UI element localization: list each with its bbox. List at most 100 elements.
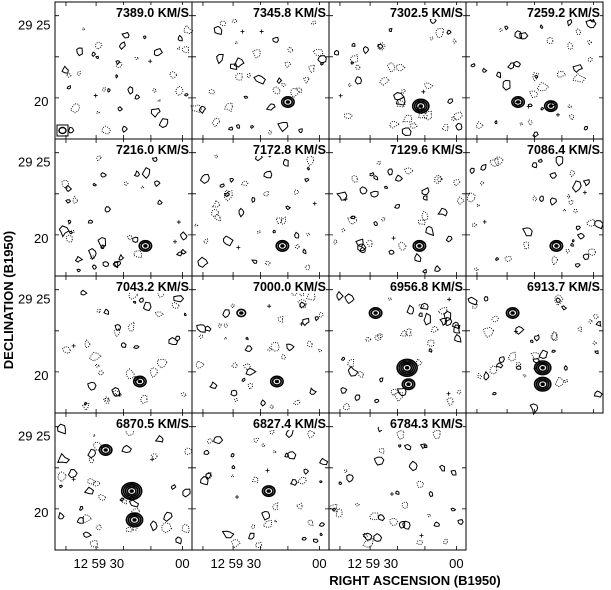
noise-contour [168, 337, 179, 346]
noise-contour [141, 167, 151, 180]
noise-contour [78, 505, 84, 512]
negative-noise-contour [284, 61, 292, 68]
negative-noise-contour [312, 48, 324, 57]
source-contour [368, 306, 383, 319]
velocity-label-backing [242, 142, 326, 156]
noise-contour [582, 179, 590, 187]
noise-contour [350, 215, 356, 220]
noise-contour [373, 532, 383, 542]
noise-contour [351, 42, 356, 47]
noise-contour [444, 316, 453, 327]
negative-noise-contour [475, 121, 484, 130]
velocity-label-backing [242, 416, 326, 430]
negative-noise-contour [261, 442, 266, 448]
noise-contour [362, 532, 373, 541]
noise-contour [414, 252, 422, 263]
source-contour [236, 308, 247, 318]
velocity-label: 7345.8 KM/S [253, 6, 326, 20]
noise-contour [515, 365, 522, 370]
velocity-label-backing [516, 142, 600, 156]
noise-contour [402, 520, 411, 530]
noise-contour [104, 206, 112, 213]
noise-contour [179, 231, 188, 241]
noise-contour [551, 349, 557, 353]
noise-contour [175, 251, 183, 257]
source-peak [540, 382, 545, 387]
noise-contour [67, 219, 72, 225]
negative-noise-contour [112, 390, 122, 397]
noise-contour [539, 195, 544, 203]
y-tick-label: 29 25 [18, 428, 51, 443]
source-contour [535, 361, 550, 374]
velocity-label-backing [379, 279, 463, 293]
noise-contour [377, 43, 384, 49]
position-cross [447, 297, 452, 302]
negative-noise-contour [214, 213, 222, 222]
noise-contour [173, 295, 185, 303]
negative-noise-contour [399, 329, 408, 337]
noise-contour [332, 507, 337, 512]
noise-contour [122, 125, 128, 133]
noise-contour [180, 248, 187, 255]
source-contour [543, 100, 558, 113]
negative-noise-contour [95, 41, 103, 50]
negative-noise-contour [586, 218, 596, 227]
source-contour [263, 486, 274, 496]
negative-noise-contour [328, 503, 338, 513]
negative-noise-contour [480, 181, 485, 186]
negative-noise-contour [588, 318, 593, 325]
negative-noise-contour [366, 239, 373, 247]
negative-noise-contour [126, 235, 133, 241]
noise-contour [157, 199, 163, 205]
noise-contour [572, 64, 583, 74]
noise-contour [103, 308, 110, 316]
noise-contour [64, 184, 73, 193]
noise-contour [560, 305, 568, 311]
noise-contour [97, 236, 106, 249]
noise-contour [286, 343, 295, 352]
negative-noise-contour [416, 480, 425, 488]
negative-noise-contour [344, 113, 353, 120]
source-peak [406, 382, 411, 387]
noise-contour [133, 345, 140, 350]
negative-noise-contour [401, 88, 406, 95]
noise-contour [57, 452, 71, 464]
negative-noise-contour [294, 243, 300, 250]
negative-noise-contour [234, 398, 238, 403]
noise-contour [284, 452, 289, 458]
negative-noise-contour [134, 57, 139, 61]
negative-noise-contour [231, 362, 238, 368]
negative-noise-contour [422, 110, 433, 121]
negative-noise-contour [150, 453, 158, 460]
velocity-label-backing [105, 416, 189, 430]
negative-noise-contour [457, 196, 465, 205]
noise-contour [265, 103, 276, 111]
noise-contour [338, 481, 343, 486]
noise-contour [355, 238, 364, 248]
noise-contour [68, 126, 75, 134]
noise-contour [238, 207, 245, 218]
negative-noise-contour [398, 241, 407, 251]
noise-contour [388, 28, 393, 32]
source-peak [510, 311, 515, 315]
noise-contour [199, 173, 210, 185]
noise-contour [61, 65, 69, 74]
negative-noise-contour [181, 46, 189, 54]
negative-noise-contour [297, 476, 307, 485]
noise-contour [213, 436, 224, 445]
negative-noise-contour [430, 325, 439, 333]
noise-contour [538, 158, 543, 163]
negative-noise-contour [388, 297, 392, 301]
negative-noise-contour [536, 81, 550, 92]
noise-contour [387, 168, 393, 176]
noise-contour [229, 177, 235, 183]
negative-noise-contour [181, 523, 190, 533]
negative-noise-contour [268, 129, 272, 135]
noise-contour [534, 74, 539, 79]
noise-contour [594, 220, 604, 230]
noise-contour [150, 108, 161, 118]
noise-contour [92, 182, 98, 187]
negative-noise-contour [299, 290, 305, 297]
